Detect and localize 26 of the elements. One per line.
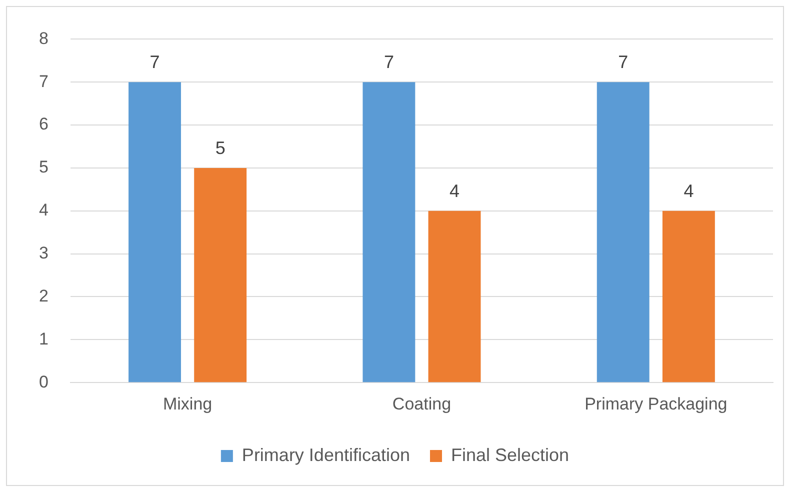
bar — [128, 82, 181, 382]
legend-label: Final Selection — [451, 444, 570, 465]
bar — [662, 210, 715, 382]
data-label: 7 — [384, 52, 394, 72]
y-tick-label: 5 — [38, 158, 48, 177]
data-label: 4 — [450, 180, 460, 201]
bar — [194, 168, 247, 382]
legend-label: Primary Identification — [242, 444, 410, 465]
y-tick-label: 1 — [38, 329, 48, 348]
y-tick-label: 0 — [38, 372, 48, 392]
y-tick-label: 7 — [38, 72, 48, 91]
bar — [428, 210, 481, 382]
x-tick-label: Coating — [392, 394, 452, 414]
y-tick-label: 4 — [38, 200, 48, 220]
y-tick-label: 3 — [38, 244, 48, 263]
data-label: 5 — [215, 138, 226, 158]
data-label: 7 — [150, 52, 160, 72]
x-tick-label: Mixing — [162, 394, 212, 414]
data-label: 7 — [618, 52, 628, 72]
bar — [362, 82, 416, 382]
x-tick-label: Primary Packaging — [584, 394, 728, 414]
y-tick-label: 8 — [38, 28, 48, 48]
y-tick-label: 6 — [38, 114, 48, 134]
data-label: 4 — [684, 180, 694, 201]
bar — [596, 82, 650, 382]
y-tick-label: 2 — [38, 286, 48, 306]
